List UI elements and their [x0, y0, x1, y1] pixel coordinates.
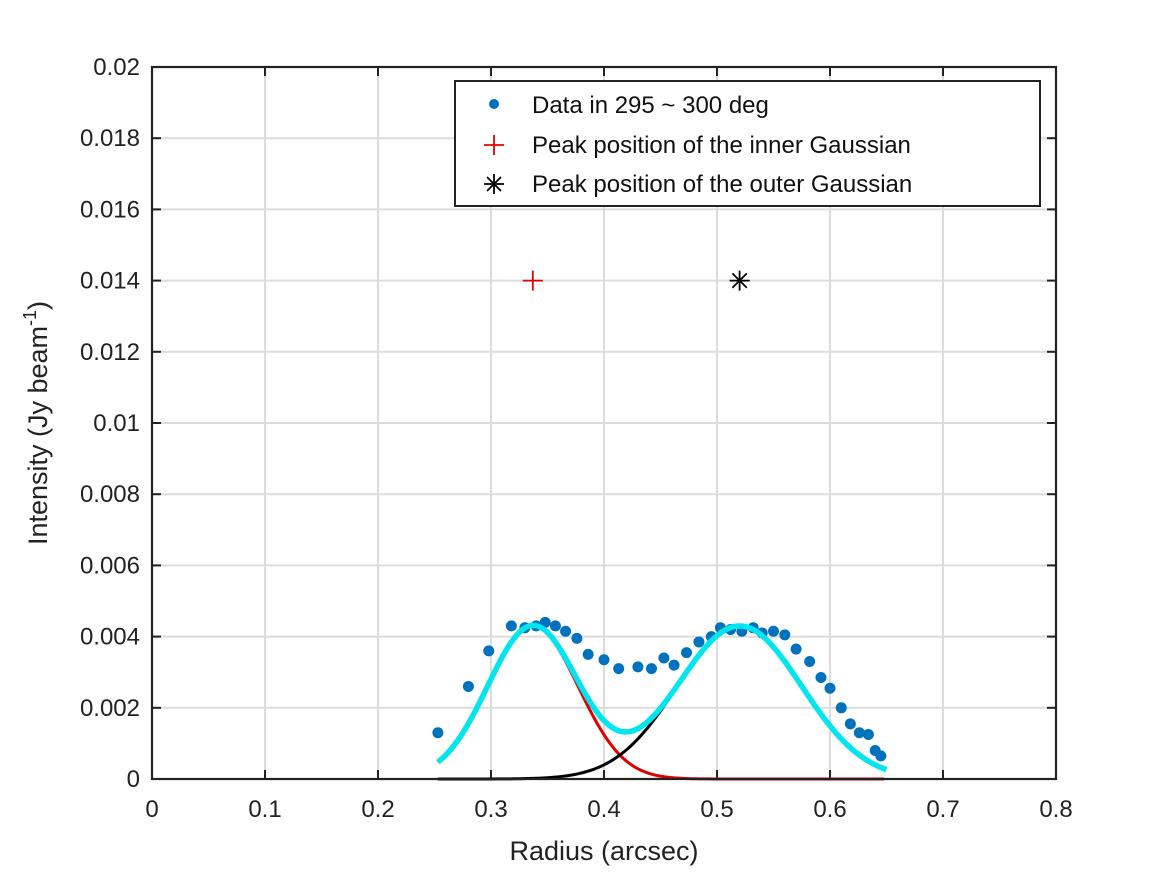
data-point	[505, 620, 517, 632]
data-point	[779, 629, 791, 641]
outer-peak-marker	[729, 270, 750, 291]
plot-series	[432, 270, 888, 781]
data-point	[549, 620, 561, 632]
y-axis-label-superscript: -1	[20, 310, 40, 326]
x-axis-label: Radius (arcsec)	[509, 836, 698, 866]
data-point	[668, 659, 680, 671]
data-point	[658, 652, 670, 664]
data-point	[853, 727, 865, 739]
x-tick-label: 0.4	[587, 796, 620, 823]
y-tick-label: 0.02	[93, 54, 140, 81]
data-point	[768, 625, 779, 637]
data-point	[835, 702, 847, 714]
inner-peak-marker	[522, 270, 543, 291]
x-tick-label: 0.3	[474, 796, 507, 823]
y-tick-label: 0.002	[80, 695, 140, 722]
x-tick-label: 0	[145, 796, 158, 823]
y-axis-label: Intensity (Jy beam-1)	[20, 301, 53, 545]
legend-box	[454, 80, 1041, 207]
legend-entry-data: Data in 295 ~ 300 deg	[532, 92, 769, 119]
x-tick-label: 0.8	[1039, 796, 1072, 823]
data-point	[804, 656, 816, 668]
total-fit-curve	[436, 622, 888, 773]
data-point	[462, 680, 474, 692]
plot-frame	[150, 65, 1058, 781]
y-tick-label: 0	[127, 766, 140, 793]
data-point	[875, 750, 887, 762]
y-tick-labels: 0 0.002 0.004 0.006 0.008 0.01 0.012 0.014 0.016…	[80, 54, 140, 793]
data-point	[632, 661, 644, 673]
y-tick-label: 0.008	[80, 481, 140, 508]
data-point	[680, 647, 692, 659]
y-tick-label: 0.006	[80, 552, 140, 579]
y-tick-label: 0.016	[80, 196, 140, 223]
data-point	[645, 663, 657, 675]
y-tick-label: 0.012	[80, 339, 140, 366]
legend: Data in 295 ~ 300 deg Peak position of t…	[454, 80, 1041, 207]
data-point	[560, 625, 572, 637]
data-point	[539, 616, 551, 628]
x-tick-labels: 0 0.1 0.2 0.3 0.4 0.5 0.6 0.7 0.8	[145, 796, 1072, 823]
x-tick-label: 0.7	[926, 796, 959, 823]
legend-entry-outer-peak: Peak position of the outer Gaussian	[532, 171, 912, 198]
data-point	[598, 654, 610, 666]
data-point	[571, 632, 583, 644]
legend-asterisk-marker	[484, 174, 504, 194]
legend-data-marker	[489, 99, 499, 109]
data-point	[824, 682, 836, 694]
x-tick-label: 0.2	[361, 796, 394, 823]
marker-stroke	[731, 272, 748, 289]
y-tick-label: 0.004	[80, 624, 140, 651]
data-point	[483, 645, 495, 657]
data-point	[790, 643, 802, 655]
x-tick-label: 0.1	[248, 796, 281, 823]
x-tick-label: 0.5	[700, 796, 733, 823]
data-point	[693, 636, 705, 648]
x-tick-label: 0.6	[813, 796, 846, 823]
y-tick-label: 0.014	[80, 268, 140, 295]
data-point	[844, 718, 856, 730]
y-axis-label-close: )	[23, 301, 53, 310]
y-tick-label: 0.01	[93, 410, 140, 437]
y-tick-label: 0.018	[80, 125, 140, 152]
y-axis-label-main: Intensity (Jy beam	[23, 326, 53, 545]
data-point	[582, 648, 594, 660]
legend-plus-marker	[484, 135, 504, 155]
data-point	[613, 663, 625, 675]
data-point	[432, 727, 444, 739]
data-point	[815, 672, 827, 684]
legend-entry-inner-peak: Peak position of the inner Gaussian	[532, 132, 911, 159]
data-point	[862, 729, 874, 740]
